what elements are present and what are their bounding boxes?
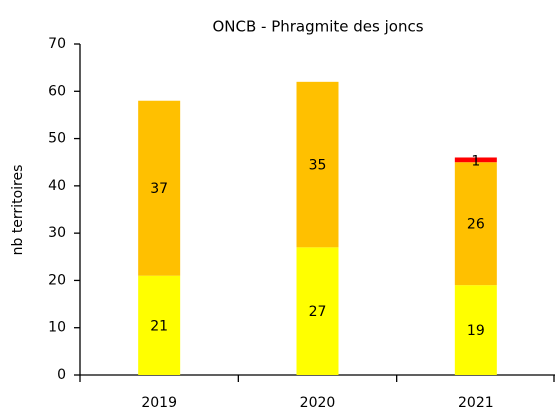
y-tick-label: 60: [48, 83, 66, 99]
chart-title: ONCB - Phragmite des joncs: [212, 18, 423, 36]
data-label: 35: [309, 158, 327, 174]
x-tick-label: 2019: [141, 395, 177, 411]
y-tick-label: 10: [48, 320, 66, 336]
x-tick-label: 2020: [300, 395, 336, 411]
bar-segment: [138, 100, 181, 276]
bar-segment: [138, 275, 181, 375]
y-tick-label: 20: [48, 272, 66, 288]
data-label: 37: [150, 181, 168, 197]
data-label: 1: [471, 153, 480, 169]
y-tick-label: 30: [48, 225, 66, 241]
data-label: 26: [467, 217, 485, 233]
data-label: 19: [467, 323, 485, 339]
y-tick-label: 0: [57, 367, 66, 383]
bar-segment: [296, 81, 339, 248]
x-tick-label: 2021: [458, 395, 494, 411]
y-tick-label: 70: [48, 36, 66, 52]
y-tick-label: 50: [48, 131, 66, 147]
bar-segment: [454, 162, 497, 286]
data-label: 21: [150, 318, 168, 334]
bar-segment: [454, 285, 497, 375]
y-axis-label: nb territoires: [10, 165, 26, 256]
bar-segment: [454, 157, 497, 163]
y-tick-label: 40: [48, 178, 66, 194]
bar-segment: [296, 247, 339, 375]
data-label: 27: [309, 304, 327, 320]
